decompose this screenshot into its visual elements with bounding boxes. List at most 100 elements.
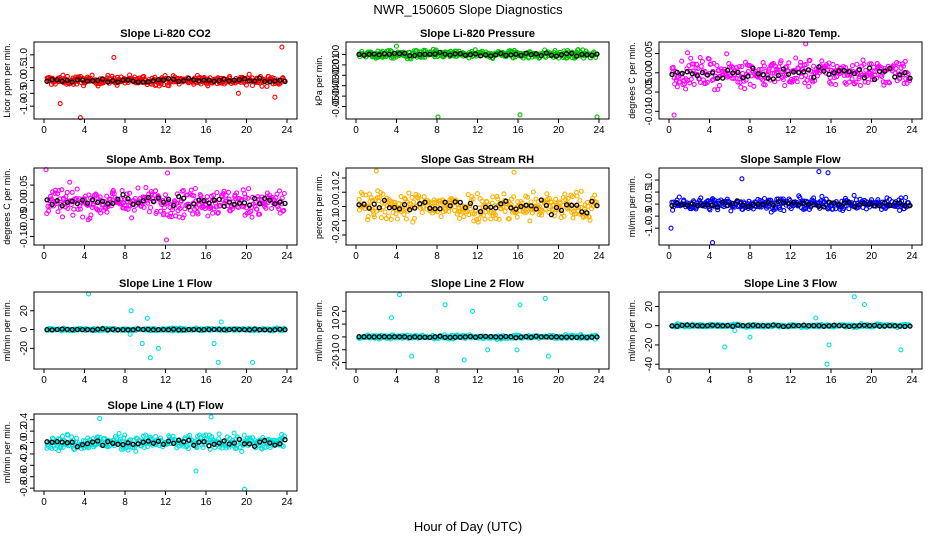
x-tick-label: 20 xyxy=(241,375,253,386)
mean-point xyxy=(594,51,600,57)
data-point xyxy=(461,357,467,363)
y-tick-label: 0.00 xyxy=(19,192,30,212)
data-point xyxy=(192,185,198,192)
mean-point xyxy=(467,52,474,58)
mean-point xyxy=(790,199,797,206)
mean-point xyxy=(871,322,878,329)
data-point xyxy=(670,64,676,70)
mean-point xyxy=(745,73,751,79)
mean-point xyxy=(558,52,565,58)
mean-point xyxy=(876,68,883,75)
mean-point xyxy=(694,323,701,329)
mean-point xyxy=(130,78,136,84)
mean-point xyxy=(120,191,126,198)
data-point xyxy=(368,195,374,201)
mean-point xyxy=(115,327,121,333)
x-tick-label: 24 xyxy=(906,375,918,386)
mean-point xyxy=(482,52,489,58)
x-tick-label: 0 xyxy=(41,375,47,386)
data-point xyxy=(724,51,730,57)
mean-point xyxy=(145,79,151,85)
plot-frame xyxy=(658,291,923,370)
mean-point xyxy=(376,334,382,340)
mean-point xyxy=(533,51,539,57)
mean-point xyxy=(574,202,580,208)
mean-point xyxy=(74,77,81,83)
data-point xyxy=(551,207,557,213)
data-point xyxy=(280,443,286,449)
x-tick-label: 16 xyxy=(200,375,212,386)
mean-point xyxy=(422,51,428,58)
mean-point xyxy=(216,77,222,84)
data-point xyxy=(580,214,587,220)
mean-point xyxy=(155,195,162,201)
mean-point xyxy=(236,200,243,206)
mean-point xyxy=(110,440,116,446)
mean-point xyxy=(381,334,388,340)
data-point xyxy=(208,414,214,420)
mean-point xyxy=(206,443,212,449)
mean-point xyxy=(714,323,721,329)
mean-point xyxy=(49,201,55,208)
mean-point xyxy=(257,75,263,81)
mean-point xyxy=(236,77,243,83)
data-point xyxy=(469,308,475,314)
mean-point xyxy=(95,438,101,444)
data-point xyxy=(494,194,500,200)
data-point xyxy=(399,202,405,208)
data-point xyxy=(97,416,103,422)
mean-point xyxy=(533,333,539,339)
data-point xyxy=(88,212,94,218)
data-point xyxy=(714,63,720,69)
data-point xyxy=(127,331,133,337)
data-point xyxy=(681,81,688,87)
mean-point xyxy=(841,323,847,329)
chart-panel: Slope Li-820 Temp. degrees C per min. 0 4 8 1… xyxy=(627,28,923,136)
y-tick-label: 0.0 xyxy=(644,197,655,211)
data-points xyxy=(356,292,600,363)
data-point xyxy=(276,188,283,194)
mean-point xyxy=(816,64,822,70)
data-point xyxy=(98,210,104,216)
data-point xyxy=(245,195,251,201)
data-point xyxy=(517,302,523,308)
mean-point xyxy=(518,52,524,59)
mean-point xyxy=(412,52,418,59)
data-point xyxy=(81,83,87,89)
x-tick-label: 16 xyxy=(512,375,524,386)
data-point xyxy=(825,170,831,176)
data-point xyxy=(59,187,65,193)
mean-point xyxy=(467,200,474,207)
mean-point xyxy=(401,50,408,56)
data-point xyxy=(204,194,210,200)
data-point xyxy=(409,353,415,359)
mean-point xyxy=(201,77,207,83)
data-point xyxy=(684,50,691,56)
chart-panel: Slope Li-820 CO2 Licor ppm per min. 0 4 8 12 1… xyxy=(2,28,298,136)
data-point xyxy=(794,79,800,85)
data-point xyxy=(356,196,362,202)
mean-point xyxy=(821,68,827,74)
data-point xyxy=(569,194,576,200)
y-tick-label: -0.2 xyxy=(19,445,30,463)
mean-point xyxy=(523,50,529,56)
mean-point xyxy=(130,441,136,448)
mean-point xyxy=(356,334,362,340)
mean-point xyxy=(861,322,868,328)
y-tick-label: -0.05 xyxy=(331,95,342,118)
mean-point xyxy=(538,197,544,203)
mean-point xyxy=(437,206,443,212)
mean-point xyxy=(95,77,101,84)
mean-point xyxy=(447,52,453,58)
mean-point xyxy=(543,334,550,340)
mean-point xyxy=(563,50,570,57)
x-tick-label: 16 xyxy=(825,251,837,262)
data-point xyxy=(761,63,767,69)
data-point xyxy=(583,213,589,219)
mean-point xyxy=(821,323,827,329)
mean-point xyxy=(488,53,494,59)
data-point xyxy=(537,204,543,210)
mean-point xyxy=(155,77,162,83)
mean-point xyxy=(140,79,146,85)
data-point xyxy=(141,204,147,211)
